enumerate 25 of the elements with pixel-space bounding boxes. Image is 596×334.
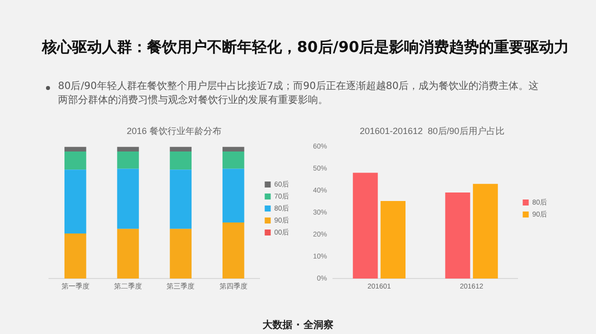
bar [170, 152, 192, 170]
bar [64, 234, 86, 279]
bar [64, 170, 86, 234]
chart-title: 2016 餐饮行业年龄分布 [126, 126, 222, 136]
bar [352, 172, 378, 279]
text: 大数据 · 全洞察 [262, 318, 334, 332]
bar [64, 152, 86, 170]
text: 80后/90年轻人群在餐饮整个用户层中占比接近7成；而90后正在逐渐超越80后，成为餐饮业的消费主体。这两部分群体的消费习惯与观念对餐饮行业的发展有重要影响。 [58, 80, 540, 108]
bar [472, 184, 498, 279]
bar [117, 168, 139, 229]
bar [380, 201, 406, 279]
bar [117, 146, 139, 152]
bar [222, 146, 244, 152]
bar [170, 228, 192, 279]
bar [170, 146, 192, 152]
bar [117, 228, 139, 279]
bar [222, 222, 244, 279]
bar [64, 146, 86, 152]
bar [222, 152, 244, 169]
bar [222, 168, 244, 222]
bar [117, 152, 139, 169]
text: 核心驱动人群：餐饮用户不断年轻化，80后/90后是影响消费趋势的重要驱动力 [42, 38, 570, 57]
bar [170, 170, 192, 229]
chart-title: 201601-201612 80后/90后用户占比 [360, 126, 504, 136]
bar [445, 192, 470, 279]
